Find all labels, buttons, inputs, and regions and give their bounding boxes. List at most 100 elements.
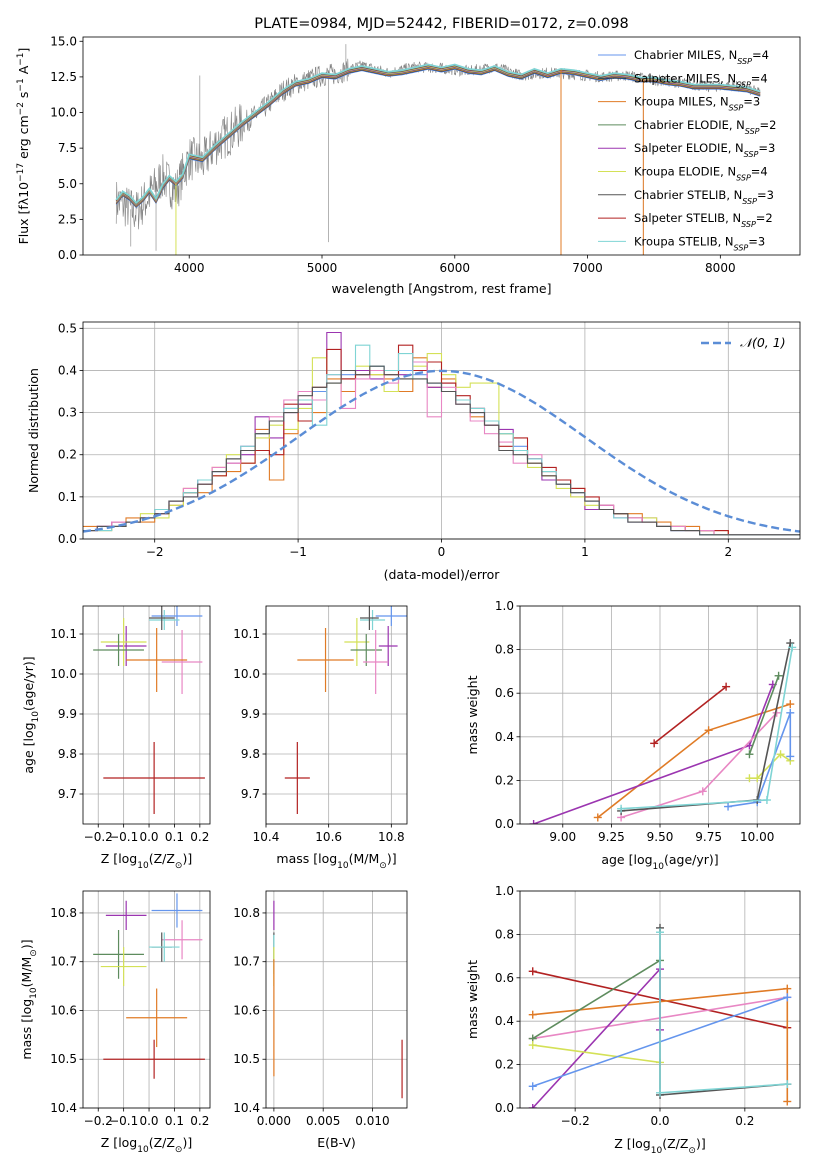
x-tick-label: 0.2 [190,830,209,844]
y-tick-label: 0.5 [58,321,77,335]
plot-area [284,606,407,814]
legend-entry: Chabrier ELODIE, NSSP=2 [634,118,776,136]
y-tick-label: 0.0 [58,248,77,262]
chart-6: −0.2−0.1 0.0 0.1 0.2 10.4 10.5 10.6 10.7 10.8 Z [… [19,890,211,1155]
error-bar-point [360,610,386,630]
weight-series [528,965,664,1108]
error-bar-point [105,900,147,931]
weight-series [617,643,797,813]
x-tick-label: −2 [146,545,164,559]
model-line [115,68,761,208]
plot-area [93,893,205,1079]
plot-area [83,331,800,536]
weight-line [653,686,727,744]
weight-series [656,928,792,1097]
x-tick-label: −0.1 [109,1114,138,1128]
x-tick-label: −1 [289,545,307,559]
error-bar-point [126,988,188,1048]
y-tick-label: 10.0 [50,106,77,120]
weight-series [650,682,731,748]
error-bar-point [151,606,203,626]
y-tick-label: 0.8 [495,643,514,657]
plot-frame [519,605,801,825]
weight-series [528,984,792,1106]
x-tick-label: 0.0 [650,1114,669,1128]
weight-line [659,932,788,1094]
plot-area [93,606,205,814]
y-tick-label: 0.2 [495,773,514,787]
x-tick-label: 0.2 [735,1114,754,1128]
model-line [115,66,761,207]
x-tick-label: 10.6 [315,830,342,844]
legend-entry: Salpeter STELIB, NSSP=2 [634,211,773,229]
y-tick-label: 10.6 [233,1003,260,1017]
y-tick-label: 0.6 [495,971,514,985]
model-line [115,63,761,205]
y-tick-label: 10.5 [233,1052,260,1066]
x-tick-label: 8000 [705,261,736,275]
error-bar-point [149,606,175,630]
y-tick-label: 2.5 [58,212,77,226]
x-tick-label: 4000 [174,261,205,275]
y-tick-label: 0.0 [495,1101,514,1115]
x-tick-label: 0.000 [257,1114,291,1128]
x-tick-label: 0 [438,545,446,559]
legend: 𝒩(0, 1) [701,335,786,350]
y-tick-label: 9.7 [241,787,260,801]
x-tick-label: −0.1 [109,830,138,844]
weight-series [724,708,795,811]
chart-4: 10.4 10.6 10.8 9.7 9.8 9.9 10.0 10.1 mass [log10… [233,605,408,871]
chart-3: −0.2−0.1 0.0 0.1 0.2 9.7 9.8 9.9 10.0 10.1 Z [log… [21,605,211,871]
y-axis-label: Normed distribution [26,368,41,493]
y-tick-label: 10.0 [233,667,260,681]
error-bar-point [161,920,203,960]
legend: Chabrier MILES, NSSP=4 Salpeter MILES, NS… [598,48,776,252]
plot-area [528,923,792,1108]
x-tick-label: 1 [581,545,589,559]
y-tick-label: 10.0 [50,667,77,681]
chart-title: PLATE=0984, MJD=52442, FIBERID=0172, z=0… [254,16,628,32]
y-tick-label: 0.4 [495,1014,514,1028]
legend-entry: Salpeter ELODIE, NSSP=3 [634,141,775,159]
y-tick-label: 0.8 [495,927,514,941]
x-tick-label: 0.0 [139,830,158,844]
plot-frame [265,890,408,1109]
x-tick-label: 10.00 [740,830,774,844]
y-tick-label: 9.8 [58,747,77,761]
x-tick-label: 0.2 [190,1114,209,1128]
y-tick-label: 0.0 [495,817,514,831]
plot-area [115,44,761,255]
error-bar-point [378,626,398,666]
y-tick-label: 9.8 [241,747,260,761]
legend-entry: Kroupa ELODIE, NSSP=4 [634,165,768,183]
y-tick-label: 5.0 [58,177,77,191]
x-tick-label: 7000 [572,261,603,275]
histogram-step [83,365,800,536]
error-bar-point [126,628,188,692]
y-tick-label: 10.7 [233,955,260,969]
error-bar-point [93,634,144,666]
model-line [115,65,761,206]
x-tick-label: 9.00 [549,830,576,844]
weight-line [748,675,780,755]
weight-line [532,1044,661,1064]
weight-series [528,956,664,1043]
y-axis-label: mass weight [465,960,480,1039]
error-bar-point [350,634,382,666]
x-tick-label: −0.2 [84,830,113,844]
error-bar-point [161,630,203,694]
y-tick-label: 10.1 [50,627,77,641]
x-axis-label: wavelength [Angstrom, rest frame] [331,281,551,296]
weight-series [745,750,795,783]
chart-1: 4000 5000 6000 7000 8000 0.0 2.5 5.0 7.5 10.0 12.5… [16,16,801,296]
legend-entry: Chabrier STELIB, NSSP=3 [634,188,774,206]
weight-series [656,923,792,1099]
weight-line [621,647,793,810]
legend-entry: Chabrier MILES, NSSP=4 [634,48,769,66]
y-tick-label: 9.9 [241,707,260,721]
chart-2: −2 −1 0 1 2 0.0 0.1 0.2 0.3 0.4 0.5 (data-model)/er… [26,321,801,582]
x-tick-label: 0.010 [355,1114,389,1128]
error-bar-point [103,1039,205,1079]
error-bar-point [284,742,310,814]
